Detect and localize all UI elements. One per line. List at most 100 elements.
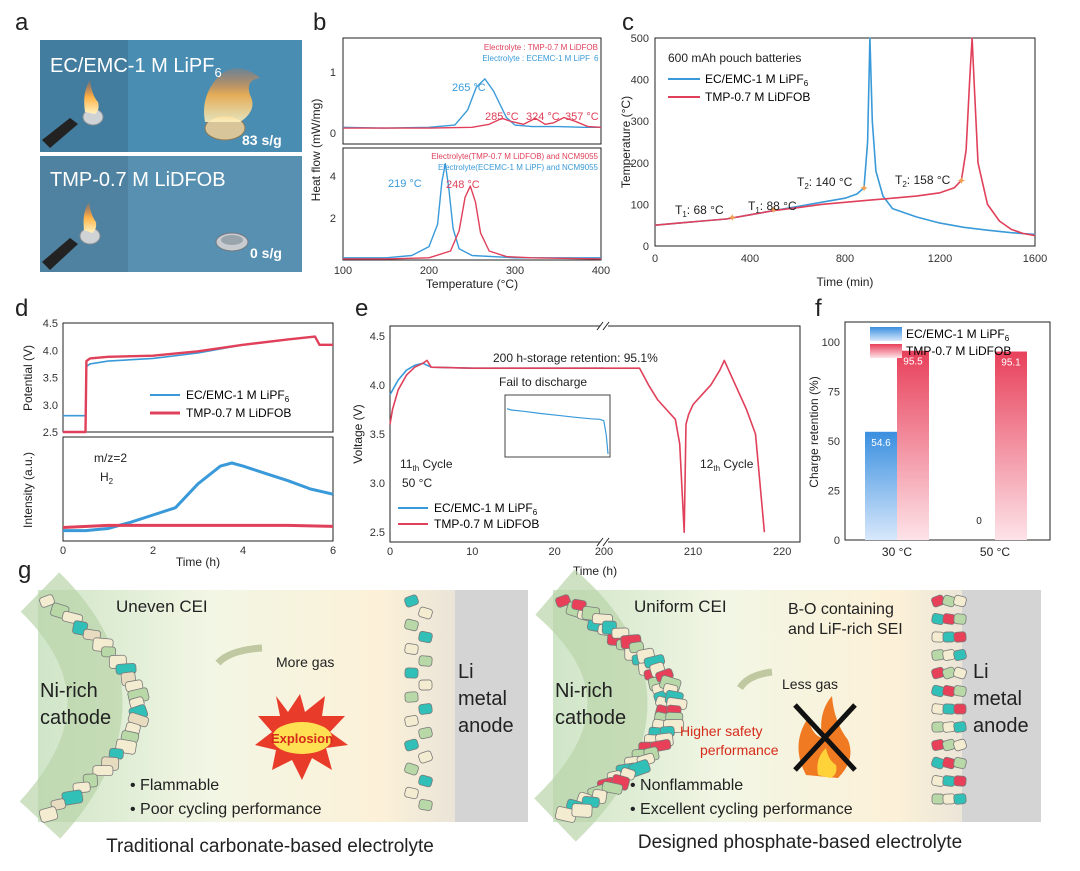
anode-particle-left-8	[404, 691, 419, 703]
cei-particle-right-0	[555, 594, 571, 608]
chart-e-yticks: 2.5 3.0 3.5 4.0 4.5	[370, 331, 385, 539]
chart-d-top-line-1	[63, 335, 333, 434]
chart-f-ytick-100: 100	[822, 337, 840, 349]
chart-e-ylabel: Voltage (V)	[351, 404, 365, 463]
svg-text:EC/EMC-1 M LiPF6: EC/EMC-1 M LiPF6	[50, 55, 222, 80]
chart-e-legend-2: TMP-0.7 M LiDFOB	[434, 517, 539, 531]
chart-e-ann-fail: Fail to discharge	[499, 375, 587, 389]
chart-d-ann-h: H	[100, 470, 109, 484]
axis-break-icon-2	[596, 537, 610, 547]
chart-e-xlabel: Time (h)	[573, 564, 617, 578]
large-flame-icon	[204, 68, 260, 122]
anode-particle-right-2	[953, 594, 967, 608]
anode-particle-right-6	[931, 631, 945, 643]
chart-e-cycle12-num: 12	[700, 457, 714, 471]
chart-b-xtick-100: 100	[334, 265, 352, 277]
chart-c-xtick-800: 800	[836, 253, 854, 265]
chart-e-ytick-4.5: 4.5	[370, 331, 385, 343]
anode-particle-left-10	[404, 715, 419, 727]
chart-b-legend-1: Electrolyte : TMP-0.7 M LiDFOB	[484, 43, 598, 52]
anode-particle-left-16	[404, 786, 419, 800]
right-anode-3: anode	[973, 715, 1029, 737]
chart-b-legend-2: Electrolyte : ECEMC-1 M LiPF	[482, 54, 590, 63]
chart-c-marker-0: ✦	[728, 213, 737, 225]
svg-text:6: 6	[594, 54, 599, 63]
chart-e-legend-1: EC/EMC-1 M LiPF	[434, 501, 533, 515]
chart-f-label-1-0: 95.5	[903, 357, 923, 368]
chart-b-xlabel: Temperature (°C)	[426, 277, 518, 291]
panel-label-b: b	[313, 9, 326, 36]
chart-b-ann-265: 265 °C	[452, 82, 486, 94]
chart-b: 1 0 4 2 100 200 300 400 Temperature (°C)…	[309, 37, 610, 291]
anode-particle-right-26	[953, 738, 967, 752]
chart-e-xticks: 0 10 20 200 210 220	[387, 546, 791, 558]
chart-c-ytick-200: 200	[631, 158, 649, 170]
chart-b-ann-219: 219 °C	[388, 178, 422, 190]
anode-particle-left-14	[404, 762, 419, 776]
anode-particle-right-35	[953, 793, 967, 805]
chart-b-top-frame	[342, 37, 602, 145]
panel-label-a: a	[15, 9, 29, 36]
cei-particle-left-25	[38, 806, 59, 823]
right-caption: Designed phosphate-based electrolyte	[638, 832, 962, 853]
chart-f-plot: 54.6 0 95.5 95.1	[865, 350, 1027, 540]
chart-c-xtick-400: 400	[741, 253, 759, 265]
cei-particle-right-56	[601, 781, 623, 795]
left-cathode-1: Ni-rich	[40, 680, 98, 702]
chart-f-ytick-50: 50	[828, 436, 840, 448]
chart-d-bottom-line-0	[63, 461, 334, 533]
chart-e-xtick-right-210: 210	[684, 546, 702, 558]
axis-break-icon	[596, 321, 610, 331]
cei-particle-left-20	[92, 765, 114, 776]
chart-d-yticks: 2.5 3.0 3.5 4.0 4.5	[43, 318, 58, 439]
anode-particle-left-11	[418, 726, 433, 740]
chart-e-ytick-2.5: 2.5	[370, 527, 385, 539]
anode-particle-left-5	[418, 655, 433, 667]
chart-e-inset-line	[506, 408, 609, 455]
chart-c-yticks: 0 100 200 300 400 500	[631, 33, 649, 253]
chart-d-xtick-0: 0	[60, 545, 66, 557]
panel-label-f: f	[815, 295, 822, 322]
chart-f-ylabel: Charge retention (%)	[807, 376, 821, 487]
chart-b-xtick-300: 300	[506, 265, 524, 277]
chart-f: 54.6 0 95.5 95.1 0 25 50 75 100 EC/EMC-1 M LiPF…	[807, 321, 1051, 559]
right-sei-1: B-O containing	[788, 601, 894, 618]
anode-particle-right-32	[953, 775, 967, 787]
cathode-right-shape	[533, 569, 648, 842]
chart-b-ytick-2: 2	[330, 213, 336, 225]
chart-d-ann-mz: m/z=2	[94, 451, 127, 465]
left-bullet-2: • Poor cycling performance	[130, 801, 322, 818]
chart-e: 2.5 3.0 3.5 4.0 4.5 0 10 20 200 210 220 200 h-sto…	[351, 320, 801, 578]
chart-d-bottom-frame	[62, 436, 334, 542]
left-anode-2: metal	[458, 688, 507, 710]
chart-b-ytick-0: 0	[330, 128, 336, 140]
chart-f-legend-swatch-1	[870, 327, 902, 341]
left-caption: Traditional carbonate-based electrolyte	[106, 836, 434, 857]
svg-text:EC/EMC-1 M LiPF6: EC/EMC-1 M LiPF6	[186, 388, 290, 404]
chart-c-ytick-100: 100	[631, 199, 649, 211]
chart-c-legend-2: TMP-0.7 M LiDFOB	[705, 90, 810, 104]
chart-c-plot: ✦ ✦ ✦ ✦	[654, 37, 1036, 237]
panel-g-schematic: Explosion Uneven CEI More gas Ni-rich ca…	[19, 569, 1041, 857]
right-cathode-2: cathode	[555, 707, 626, 729]
right-safety-2: performance	[700, 742, 779, 758]
chart-d-ytick-4.5: 4.5	[43, 318, 58, 330]
chart-d-ytick-3.5: 3.5	[43, 373, 58, 385]
cei-particle-right-59	[571, 803, 593, 818]
chart-f-bar-1-0	[897, 350, 929, 540]
chart-c-xtick-1200: 1200	[928, 253, 952, 265]
anode-particle-right-19	[942, 703, 956, 715]
cei-particles-right	[554, 594, 688, 823]
anode-particle-right-34	[942, 793, 956, 805]
anode-particle-left-17	[418, 799, 433, 811]
right-bullet-1: • Nonflammable	[630, 777, 743, 794]
chart-f-ytick-0: 0	[834, 535, 840, 547]
chart-e-ann-retention: 200 h-storage retention: 95.1%	[493, 351, 658, 365]
chart-e-cycle11-text: Cycle	[422, 457, 452, 471]
anode-particle-left-1	[418, 606, 433, 620]
chart-b-ann-324: 324 °C	[526, 111, 560, 123]
chart-f-ytick-25: 25	[828, 485, 840, 497]
anode-particle-right-33	[931, 793, 945, 805]
chart-f-label-0-0: 54.6	[871, 438, 891, 449]
